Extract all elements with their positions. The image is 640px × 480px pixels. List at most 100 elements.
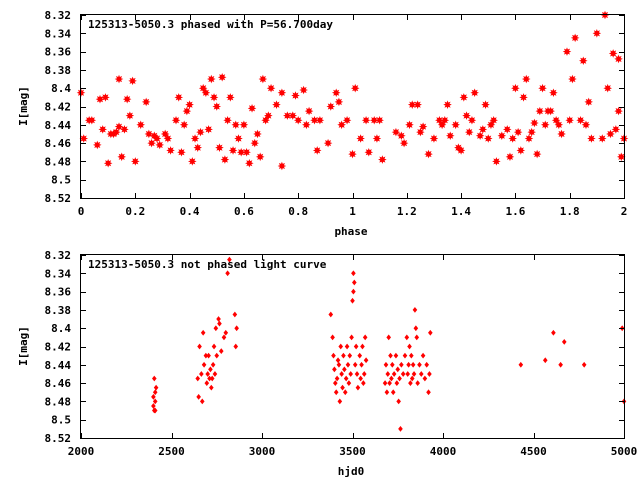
phased-data-point: [546, 106, 555, 116]
unphased-data-point: [361, 380, 366, 386]
phased-data-point: [532, 149, 542, 159]
phased-data-point: [182, 106, 192, 116]
phased-data-point: [378, 155, 387, 164]
phased-y-tick-label: 8.52: [45, 192, 72, 205]
unphased-data-point: [406, 361, 411, 368]
phased-data-point: [519, 93, 528, 102]
phased-y-tick-label: 8.42: [45, 101, 72, 114]
phased-data-point: [584, 97, 593, 107]
unphased-data-point: [358, 375, 363, 382]
unphased-data-point: [199, 398, 205, 405]
unphased-data-point: [357, 352, 363, 359]
unphased-data-point: [197, 343, 202, 350]
phased-data-point: [128, 76, 137, 86]
phased-data-point: [207, 74, 216, 84]
phased-data-point: [217, 72, 227, 82]
phased-data-point: [407, 100, 417, 109]
phased-data-point: [451, 120, 460, 130]
unphased-data-point: [152, 407, 158, 414]
phased-x-tick-label: 1.2: [397, 205, 417, 218]
phased-data-point: [304, 106, 314, 116]
unphased-data-point: [234, 325, 239, 332]
phased-data-point: [397, 131, 406, 141]
unphased-data-point: [152, 398, 158, 405]
phased-data-point: [443, 100, 452, 109]
phased-plot-title: 125313-5050.3 phased with P=56.700day: [88, 18, 333, 31]
unphased-data-point: [355, 384, 361, 391]
phased-data-point: [456, 146, 466, 155]
unphased-data-point: [384, 389, 390, 396]
unphased-data-point: [412, 307, 418, 313]
unphased-data-point: [354, 371, 360, 377]
unphased-data-point: [388, 352, 393, 359]
phased-data-point: [535, 106, 545, 116]
phased-data-point: [131, 157, 140, 166]
phased-data-point: [247, 104, 257, 113]
unphased-x-tick-label: 4500: [520, 445, 547, 458]
phased-data-point: [445, 131, 455, 141]
phased-data-point: [231, 120, 241, 130]
phased-data-point: [190, 134, 200, 143]
phased-data-point: [196, 127, 205, 137]
phased-x-tick-label: 1.8: [560, 205, 580, 218]
unphased-y-tick-label: 8.48: [45, 395, 72, 408]
unphased-data-point: [342, 366, 347, 373]
phased-plot-frame: [80, 14, 625, 199]
phased-data-point: [334, 97, 344, 107]
phased-data-point: [293, 115, 303, 125]
phased-y-tick-label: 8.4: [51, 82, 71, 95]
phased-data-point: [478, 125, 488, 134]
phased-data-point: [581, 120, 591, 130]
phased-data-point: [549, 88, 558, 98]
unphased-y-tick-label: 8.4: [51, 322, 71, 335]
unphased-data-point: [340, 384, 345, 391]
phased-data-point: [242, 147, 251, 157]
phased-data-point: [266, 83, 276, 93]
phased-data-point: [188, 157, 197, 166]
phased-data-point: [261, 115, 270, 125]
phased-data-point: [565, 115, 574, 125]
unphased-data-point: [333, 380, 338, 386]
phased-data-points: [76, 10, 629, 171]
phased-y-tick-label: 8.46: [45, 137, 72, 150]
unphased-data-point: [418, 371, 424, 377]
phased-data-point: [152, 134, 162, 143]
phased-data-point: [391, 127, 401, 137]
unphased-data-point: [382, 380, 388, 386]
unphased-data-point: [360, 343, 365, 350]
unphased-data-point: [223, 329, 229, 336]
unphased-data-point: [561, 339, 567, 345]
phased-x-axis-label: phase: [334, 225, 367, 238]
unphased-y-tick-label: 8.44: [45, 359, 72, 372]
unphased-data-point: [400, 371, 406, 377]
unphased-y-tick-label: 8.5: [51, 414, 71, 427]
phased-data-point: [272, 100, 281, 109]
unphased-data-point: [410, 361, 416, 368]
unphased-data-point: [351, 270, 356, 277]
phased-data-point: [570, 33, 580, 43]
unphased-data-point: [345, 361, 351, 368]
unphased-data-point: [336, 361, 342, 368]
unphased-data-point: [206, 352, 211, 359]
phased-data-point: [486, 120, 496, 130]
unphased-x-tick-label: 5000: [611, 445, 638, 458]
unphased-data-point: [233, 343, 239, 350]
phased-data-point: [239, 120, 249, 130]
phased-data-point: [492, 157, 501, 166]
phased-data-point: [418, 122, 428, 131]
phased-data-point: [323, 138, 333, 148]
unphased-x-tick-label: 3000: [249, 445, 276, 458]
unphased-data-point: [409, 375, 415, 382]
phased-light-curve-panel: 0 0.2 0.4 0.6 0.8 1 1.2 1.4 1.6 1.8 2 8.32 8.34 8.36 8…: [17, 9, 629, 238]
phased-data-point: [530, 118, 539, 128]
unphased-y-tick-label: 8.42: [45, 341, 72, 354]
unphased-x-tick-label: 2000: [68, 445, 95, 458]
unphased-data-point: [337, 398, 343, 405]
phased-data-point: [462, 111, 471, 120]
phased-x-tick-label: 0.8: [288, 205, 308, 218]
unphased-data-point: [349, 334, 354, 341]
phased-data-point: [155, 140, 165, 150]
unphased-data-point: [385, 371, 391, 377]
phased-data-point: [201, 88, 211, 98]
